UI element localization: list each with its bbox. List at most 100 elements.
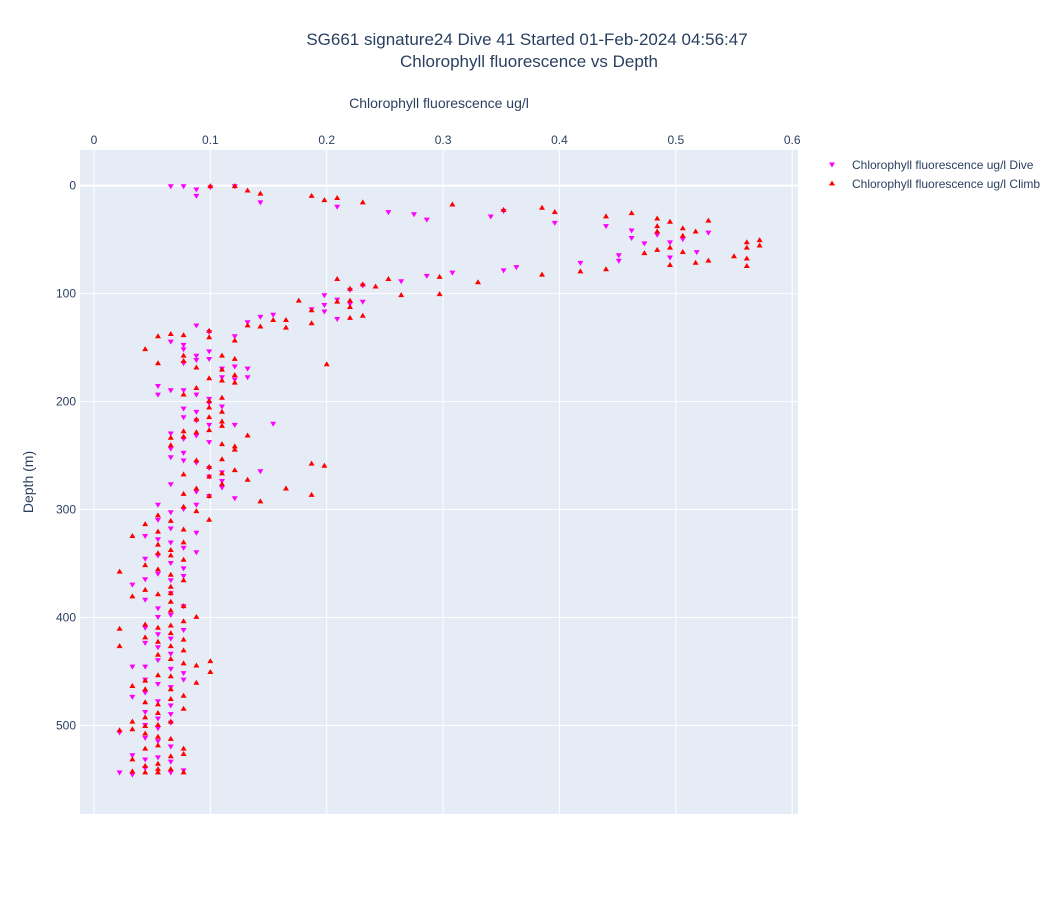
climb-point[interactable] xyxy=(154,701,161,707)
dive-point[interactable] xyxy=(628,236,635,242)
dive-point[interactable] xyxy=(231,422,238,428)
dive-point[interactable] xyxy=(180,406,187,412)
dive-point[interactable] xyxy=(180,342,187,348)
climb-point[interactable] xyxy=(218,377,225,383)
dive-point[interactable] xyxy=(180,388,187,394)
dive-point[interactable] xyxy=(666,240,673,246)
climb-point[interactable] xyxy=(167,434,174,440)
climb-point[interactable] xyxy=(142,677,149,683)
climb-point[interactable] xyxy=(116,568,123,574)
dive-point[interactable] xyxy=(628,228,635,234)
climb-point[interactable] xyxy=(474,279,481,285)
dive-point[interactable] xyxy=(167,455,174,461)
climb-point[interactable] xyxy=(270,317,277,323)
climb-point[interactable] xyxy=(231,355,238,361)
climb-point[interactable] xyxy=(654,223,661,229)
dive-point[interactable] xyxy=(602,224,609,230)
dive-point[interactable] xyxy=(410,212,417,218)
dive-point[interactable] xyxy=(167,482,174,488)
climb-point[interactable] xyxy=(193,385,200,391)
climb-point[interactable] xyxy=(154,566,161,572)
dive-point[interactable] xyxy=(206,349,213,355)
dive-point[interactable] xyxy=(167,578,174,584)
climb-point[interactable] xyxy=(142,346,149,352)
climb-point[interactable] xyxy=(308,307,315,313)
dive-point[interactable] xyxy=(180,677,187,683)
dive-point[interactable] xyxy=(244,375,251,381)
climb-point[interactable] xyxy=(282,317,289,323)
climb-point[interactable] xyxy=(398,292,405,298)
climb-point[interactable] xyxy=(346,304,353,310)
climb-point[interactable] xyxy=(167,753,174,759)
dive-point[interactable] xyxy=(257,469,264,475)
climb-point[interactable] xyxy=(282,485,289,491)
climb-point[interactable] xyxy=(743,239,750,245)
climb-point[interactable] xyxy=(154,550,161,556)
climb-point[interactable] xyxy=(218,456,225,462)
dive-point[interactable] xyxy=(167,666,174,672)
climb-point[interactable] xyxy=(116,625,123,631)
dive-point[interactable] xyxy=(167,184,174,190)
climb-point[interactable] xyxy=(231,183,238,189)
climb-point[interactable] xyxy=(244,322,251,328)
climb-point[interactable] xyxy=(167,735,174,741)
dive-point[interactable] xyxy=(244,366,251,372)
climb-point[interactable] xyxy=(538,204,545,210)
climb-point[interactable] xyxy=(218,394,225,400)
dive-point[interactable] xyxy=(193,550,200,556)
dive-point[interactable] xyxy=(154,537,161,543)
climb-point[interactable] xyxy=(218,481,225,487)
climb-point[interactable] xyxy=(154,638,161,644)
climb-point[interactable] xyxy=(167,552,174,558)
climb-point[interactable] xyxy=(346,297,353,303)
climb-point[interactable] xyxy=(743,263,750,269)
climb-point[interactable] xyxy=(231,446,238,452)
climb-point[interactable] xyxy=(334,275,341,281)
data-points[interactable] xyxy=(116,183,763,778)
climb-point[interactable] xyxy=(321,462,328,468)
climb-point[interactable] xyxy=(154,742,161,748)
dive-point[interactable] xyxy=(180,450,187,456)
climb-point[interactable] xyxy=(193,613,200,619)
dive-point[interactable] xyxy=(154,392,161,398)
climb-point[interactable] xyxy=(743,244,750,250)
climb-point[interactable] xyxy=(654,215,661,221)
climb-point[interactable] xyxy=(346,314,353,320)
climb-point[interactable] xyxy=(142,714,149,720)
climb-point[interactable] xyxy=(167,643,174,649)
climb-point[interactable] xyxy=(231,372,238,378)
climb-point[interactable] xyxy=(154,528,161,534)
dive-point[interactable] xyxy=(116,770,123,776)
dive-point[interactable] xyxy=(167,636,174,642)
dive-point[interactable] xyxy=(180,347,187,353)
climb-point[interactable] xyxy=(385,275,392,281)
dive-point[interactable] xyxy=(154,606,161,612)
climb-point[interactable] xyxy=(129,683,136,689)
dive-point[interactable] xyxy=(167,561,174,567)
dive-point[interactable] xyxy=(142,577,149,583)
dive-point[interactable] xyxy=(167,339,174,345)
climb-point[interactable] xyxy=(167,331,174,337)
dive-point[interactable] xyxy=(167,703,174,709)
dive-point[interactable] xyxy=(257,314,264,320)
climb-point[interactable] xyxy=(180,603,187,609)
dive-point[interactable] xyxy=(423,273,430,279)
climb-point[interactable] xyxy=(743,255,750,261)
climb-point[interactable] xyxy=(180,751,187,757)
climb-point[interactable] xyxy=(602,266,609,272)
dive-point[interactable] xyxy=(154,755,161,761)
climb-point[interactable] xyxy=(167,673,174,679)
climb-point[interactable] xyxy=(207,183,214,189)
climb-point[interactable] xyxy=(207,668,214,674)
climb-point[interactable] xyxy=(180,503,187,509)
dive-point[interactable] xyxy=(321,293,328,299)
climb-point[interactable] xyxy=(180,745,187,751)
dive-point[interactable] xyxy=(154,681,161,687)
climb-point[interactable] xyxy=(730,253,737,259)
dive-point[interactable] xyxy=(142,690,149,696)
dive-point[interactable] xyxy=(193,187,200,193)
dive-point[interactable] xyxy=(679,237,686,243)
climb-point[interactable] xyxy=(321,197,328,203)
dive-point[interactable] xyxy=(167,770,174,776)
climb-point[interactable] xyxy=(244,432,251,438)
